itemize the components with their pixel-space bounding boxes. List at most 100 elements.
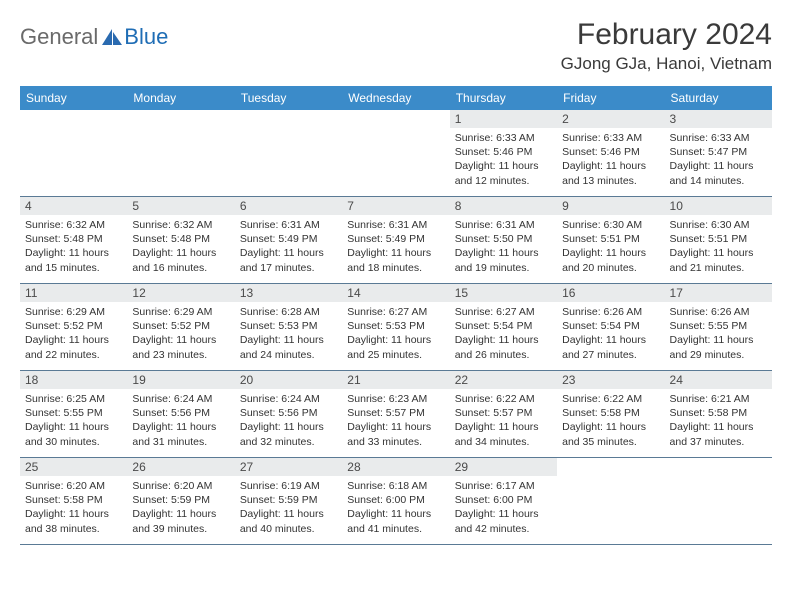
- day-cell: 23Sunrise: 6:22 AMSunset: 5:58 PMDayligh…: [557, 371, 664, 457]
- day-number: 8: [450, 197, 557, 215]
- sunrise-text: Sunrise: 6:22 AM: [562, 392, 659, 406]
- day-content: Sunrise: 6:27 AMSunset: 5:54 PMDaylight:…: [450, 302, 557, 367]
- day-cell: 4Sunrise: 6:32 AMSunset: 5:48 PMDaylight…: [20, 197, 127, 283]
- daylight-text: Daylight: 11 hours and 34 minutes.: [455, 420, 552, 448]
- day-number: 15: [450, 284, 557, 302]
- day-content: Sunrise: 6:24 AMSunset: 5:56 PMDaylight:…: [235, 389, 342, 454]
- day-content: Sunrise: 6:27 AMSunset: 5:53 PMDaylight:…: [342, 302, 449, 367]
- day-content: Sunrise: 6:26 AMSunset: 5:55 PMDaylight:…: [665, 302, 772, 367]
- day-number: 21: [342, 371, 449, 389]
- daylight-text: Daylight: 11 hours and 26 minutes.: [455, 333, 552, 361]
- day-cell: 19 Sunrise: 6:24 AMSunset: 5:56 PMDayligh…: [127, 371, 234, 457]
- day-cell: 1Sunrise: 6:33 AMSunset: 5:46 PMDaylight…: [450, 110, 557, 196]
- sunset-text: Sunset: 5:55 PM: [25, 406, 122, 420]
- day-number: 12: [127, 284, 234, 302]
- day-cell: 11Sunrise: 6:29 AMSunset: 5:52 PMDayligh…: [20, 284, 127, 370]
- day-content: Sunrise: 6:33 AMSunset: 5:47 PMDaylight:…: [665, 128, 772, 193]
- daylight-text: Daylight: 11 hours and 22 minutes.: [25, 333, 122, 361]
- daylight-text: Daylight: 11 hours and 30 minutes.: [25, 420, 122, 448]
- day-number: 6: [235, 197, 342, 215]
- sunset-text: Sunset: 5:49 PM: [240, 232, 337, 246]
- daylight-text: Daylight: 11 hours and 18 minutes.: [347, 246, 444, 274]
- daylight-text: Daylight: 11 hours and 27 minutes.: [562, 333, 659, 361]
- day-content: Sunrise: 6:25 AMSunset: 5:55 PMDaylight:…: [20, 389, 127, 454]
- day-number: 7: [342, 197, 449, 215]
- day-number: [557, 458, 664, 476]
- day-number: [20, 110, 127, 128]
- sunset-text: Sunset: 5:56 PM: [132, 406, 229, 420]
- day-number: 13: [235, 284, 342, 302]
- day-cell: 12Sunrise: 6:29 AMSunset: 5:52 PMDayligh…: [127, 284, 234, 370]
- sunrise-text: Sunrise: 6:18 AM: [347, 479, 444, 493]
- sunset-text: Sunset: 5:58 PM: [25, 493, 122, 507]
- sunset-text: Sunset: 5:52 PM: [25, 319, 122, 333]
- logo-text-general: General: [20, 24, 98, 50]
- calendar: SundayMondayTuesdayWednesdayThursdayFrid…: [20, 86, 772, 545]
- sunset-text: Sunset: 6:00 PM: [455, 493, 552, 507]
- week-row: 4Sunrise: 6:32 AMSunset: 5:48 PMDaylight…: [20, 197, 772, 284]
- daylight-text: Daylight: 11 hours and 40 minutes.: [240, 507, 337, 535]
- week-row: 11Sunrise: 6:29 AMSunset: 5:52 PMDayligh…: [20, 284, 772, 371]
- day-cell: 10Sunrise: 6:30 AMSunset: 5:51 PMDayligh…: [665, 197, 772, 283]
- day-cell: 15Sunrise: 6:27 AMSunset: 5:54 PMDayligh…: [450, 284, 557, 370]
- daylight-text: Daylight: 11 hours and 21 minutes.: [670, 246, 767, 274]
- sunset-text: Sunset: 5:53 PM: [347, 319, 444, 333]
- week-row: 25Sunrise: 6:20 AMSunset: 5:58 PMDayligh…: [20, 458, 772, 545]
- day-cell: 21Sunrise: 6:23 AMSunset: 5:57 PMDayligh…: [342, 371, 449, 457]
- day-content: Sunrise: 6:28 AMSunset: 5:53 PMDaylight:…: [235, 302, 342, 367]
- sunrise-text: Sunrise: 6:33 AM: [562, 131, 659, 145]
- header: General Blue February 2024 GJong GJa, Ha…: [20, 18, 772, 74]
- day-cell: [235, 110, 342, 196]
- sunrise-text: Sunrise: 6:24 AM: [132, 392, 229, 406]
- day-number: 20: [235, 371, 342, 389]
- daylight-text: Daylight: 11 hours and 38 minutes.: [25, 507, 122, 535]
- sunrise-text: Sunrise: 6:32 AM: [132, 218, 229, 232]
- daylight-text: Daylight: 11 hours and 12 minutes.: [455, 159, 552, 187]
- day-cell: 5Sunrise: 6:32 AMSunset: 5:48 PMDaylight…: [127, 197, 234, 283]
- sunrise-text: Sunrise: 6:33 AM: [455, 131, 552, 145]
- day-number: 19: [127, 371, 234, 389]
- day-number: [665, 458, 772, 476]
- day-content: Sunrise: 6:33 AMSunset: 5:46 PMDaylight:…: [557, 128, 664, 193]
- day-content: Sunrise: 6:32 AMSunset: 5:48 PMDaylight:…: [20, 215, 127, 280]
- day-cell: 13Sunrise: 6:28 AMSunset: 5:53 PMDayligh…: [235, 284, 342, 370]
- day-cell: 17Sunrise: 6:26 AMSunset: 5:55 PMDayligh…: [665, 284, 772, 370]
- location: GJong GJa, Hanoi, Vietnam: [561, 54, 772, 74]
- day-cell: 22Sunrise: 6:22 AMSunset: 5:57 PMDayligh…: [450, 371, 557, 457]
- day-content: Sunrise: 6:29 AMSunset: 5:52 PMDaylight:…: [20, 302, 127, 367]
- daylight-text: Daylight: 11 hours and 17 minutes.: [240, 246, 337, 274]
- day-content: Sunrise: 6:31 AMSunset: 5:49 PMDaylight:…: [342, 215, 449, 280]
- day-number: 11: [20, 284, 127, 302]
- sunset-text: Sunset: 5:56 PM: [240, 406, 337, 420]
- sunset-text: Sunset: 5:51 PM: [670, 232, 767, 246]
- week-row: 1Sunrise: 6:33 AMSunset: 5:46 PMDaylight…: [20, 110, 772, 197]
- sunset-text: Sunset: 6:00 PM: [347, 493, 444, 507]
- sunrise-text: Sunrise: 6:31 AM: [455, 218, 552, 232]
- sunrise-text: Sunrise: 6:20 AM: [132, 479, 229, 493]
- day-header: Sunday: [20, 86, 127, 110]
- day-content: Sunrise: 6:22 AMSunset: 5:58 PMDaylight:…: [557, 389, 664, 454]
- day-number: 9: [557, 197, 664, 215]
- day-number: 22: [450, 371, 557, 389]
- sunrise-text: Sunrise: 6:32 AM: [25, 218, 122, 232]
- sunrise-text: Sunrise: 6:29 AM: [132, 305, 229, 319]
- day-cell: 7Sunrise: 6:31 AMSunset: 5:49 PMDaylight…: [342, 197, 449, 283]
- day-number: 2: [557, 110, 664, 128]
- daylight-text: Daylight: 11 hours and 41 minutes.: [347, 507, 444, 535]
- sunrise-text: Sunrise: 6:26 AM: [562, 305, 659, 319]
- sunrise-text: Sunrise: 6:31 AM: [347, 218, 444, 232]
- sunrise-text: Sunrise: 6:27 AM: [455, 305, 552, 319]
- sunrise-text: Sunrise: 6:27 AM: [347, 305, 444, 319]
- day-cell: 28Sunrise: 6:18 AMSunset: 6:00 PMDayligh…: [342, 458, 449, 544]
- sunset-text: Sunset: 5:57 PM: [347, 406, 444, 420]
- sunset-text: Sunset: 5:46 PM: [562, 145, 659, 159]
- sunrise-text: Sunrise: 6:19 AM: [240, 479, 337, 493]
- daylight-text: Daylight: 11 hours and 31 minutes.: [132, 420, 229, 448]
- day-cell: [665, 458, 772, 544]
- day-content: Sunrise: 6:18 AMSunset: 6:00 PMDaylight:…: [342, 476, 449, 541]
- day-number: 29: [450, 458, 557, 476]
- sunset-text: Sunset: 5:47 PM: [670, 145, 767, 159]
- sunset-text: Sunset: 5:57 PM: [455, 406, 552, 420]
- daylight-text: Daylight: 11 hours and 19 minutes.: [455, 246, 552, 274]
- sunset-text: Sunset: 5:58 PM: [562, 406, 659, 420]
